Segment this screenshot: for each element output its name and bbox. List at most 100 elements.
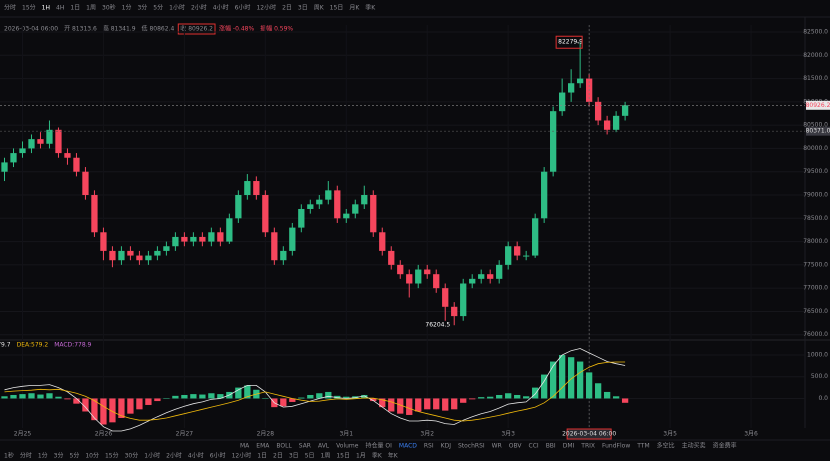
candle-body xyxy=(370,195,377,233)
period-tab[interactable]: 4小时 xyxy=(188,452,204,460)
macd-bar xyxy=(567,357,575,399)
period-button[interactable]: 1分 xyxy=(122,4,132,12)
indicator-tab[interactable]: BOLL xyxy=(276,443,292,450)
indicator-tab[interactable]: TRIX xyxy=(580,443,595,450)
period-button[interactable]: 4H xyxy=(56,5,64,12)
period-button[interactable]: 30秒 xyxy=(102,4,116,12)
period-button[interactable]: 6小时 xyxy=(235,4,251,12)
period-tab[interactable]: 年K xyxy=(388,452,399,460)
period-button[interactable]: 分时 xyxy=(4,4,16,12)
period-button[interactable]: 15日 xyxy=(330,5,344,12)
macd-bar xyxy=(82,398,89,412)
macd-bar xyxy=(550,361,557,399)
macd-bar xyxy=(91,398,98,421)
indicator-tab[interactable]: OBV xyxy=(509,443,523,450)
indicator-tab[interactable]: 持仓量 OI xyxy=(365,442,392,450)
period-button[interactable]: 1周 xyxy=(86,5,96,12)
macd-bar xyxy=(603,391,611,399)
period-button[interactable]: 5分 xyxy=(153,4,163,12)
indicator-tab[interactable]: KDJ xyxy=(441,443,452,450)
candle-body xyxy=(307,204,314,209)
indicator-tab[interactable]: SAR xyxy=(299,443,311,450)
macd-bar xyxy=(289,398,296,402)
period-button[interactable]: 1小时 xyxy=(169,4,185,12)
candle-body xyxy=(271,232,278,261)
candle-body xyxy=(424,269,431,275)
candle-body xyxy=(1,162,8,172)
ohlc-info: 2026-03-04 06:00 xyxy=(4,26,58,33)
period-button[interactable]: 2小时 xyxy=(191,4,207,12)
period-tab[interactable]: 5分 xyxy=(70,452,80,460)
candle-body xyxy=(235,195,242,219)
period-tab[interactable]: 2日 xyxy=(273,453,283,460)
indicator-tab[interactable]: 多空比 xyxy=(657,442,675,450)
candle-body xyxy=(352,204,359,214)
y-tick-label: 76000.0 xyxy=(803,331,828,338)
period-button[interactable]: 12小时 xyxy=(256,4,276,12)
macd-bar xyxy=(307,394,314,399)
candle-body xyxy=(487,274,494,279)
macd-bar xyxy=(487,396,494,399)
period-button[interactable]: 4小时 xyxy=(213,4,229,12)
macd-bar xyxy=(505,393,512,399)
period-tab[interactable]: 1周 xyxy=(321,453,331,460)
period-tab[interactable]: 5日 xyxy=(305,453,315,460)
period-tab[interactable]: 1日 xyxy=(257,453,267,460)
macd-legend: DEA:579.2 xyxy=(17,342,49,349)
macd-bar xyxy=(442,398,449,411)
candle-body xyxy=(190,236,197,242)
indicator-tab[interactable]: CCI xyxy=(529,443,539,450)
period-tab[interactable]: 1分 xyxy=(38,452,48,460)
high-box xyxy=(555,35,583,49)
indicator-tab[interactable]: 主动买卖 xyxy=(682,442,706,450)
period-tab[interactable]: 10分 xyxy=(85,452,99,460)
indicator-tab[interactable]: FundFlow xyxy=(602,443,630,450)
period-tab[interactable]: 分时 xyxy=(20,452,32,460)
y-tick-label: 76500.0 xyxy=(803,308,828,315)
macd-legend: DIF:679.7 xyxy=(0,342,11,349)
y-tick-label: 1000.0 xyxy=(807,352,828,359)
period-tab[interactable]: 6小时 xyxy=(210,452,226,460)
macd-bar xyxy=(541,374,548,399)
indicator-tab[interactable]: BBI xyxy=(546,443,556,450)
indicator-tab[interactable]: MACD xyxy=(399,443,417,450)
period-button[interactable]: 15分 xyxy=(22,4,36,12)
indicator-tab[interactable]: MA xyxy=(240,443,250,450)
candle-body xyxy=(541,171,548,219)
candle-body xyxy=(28,139,35,149)
period-tab[interactable]: 1小时 xyxy=(144,452,160,460)
period-tab[interactable]: 15日 xyxy=(336,453,350,460)
period-tab[interactable]: 1秒 xyxy=(4,452,14,460)
indicator-tab[interactable]: TTM xyxy=(636,443,649,450)
period-button[interactable]: 月K xyxy=(349,5,360,12)
x-tick-label: 3月5 xyxy=(663,431,677,438)
indicator-tab[interactable]: RSI xyxy=(424,443,434,450)
x-tick-label: 3月6 xyxy=(744,431,758,438)
period-tab[interactable]: 1月 xyxy=(356,453,366,460)
period-button[interactable]: 2日 xyxy=(282,5,292,12)
indicator-tab[interactable]: AVL xyxy=(318,443,330,450)
indicator-tab[interactable]: DMI xyxy=(563,443,575,450)
indicator-tab[interactable]: StochRSI xyxy=(458,443,485,450)
period-tab[interactable]: 季K xyxy=(372,452,383,460)
period-tab[interactable]: 3日 xyxy=(289,453,299,460)
period-button[interactable]: 1H xyxy=(42,5,50,12)
period-tab[interactable]: 12小时 xyxy=(232,452,252,460)
candle-body xyxy=(415,269,422,284)
period-tab[interactable]: 15分 xyxy=(105,452,119,460)
macd-line xyxy=(4,348,626,432)
period-tab[interactable]: 3分 xyxy=(54,452,64,460)
indicator-tab[interactable]: WR xyxy=(492,443,502,450)
period-button[interactable]: 1日 xyxy=(70,5,80,12)
period-tab[interactable]: 2小时 xyxy=(166,452,182,460)
indicator-tab[interactable]: 资金费率 xyxy=(713,442,737,450)
period-button[interactable]: 周K xyxy=(314,5,325,12)
candle-body xyxy=(127,250,134,256)
macd-bar xyxy=(585,372,593,399)
indicator-tab[interactable]: Volume xyxy=(336,443,359,450)
period-button[interactable]: 3日 xyxy=(298,5,308,12)
period-tab[interactable]: 30分 xyxy=(125,452,139,460)
period-button[interactable]: 季K xyxy=(365,4,376,12)
period-button[interactable]: 3分 xyxy=(137,4,147,12)
indicator-tab[interactable]: EMA xyxy=(256,443,270,450)
